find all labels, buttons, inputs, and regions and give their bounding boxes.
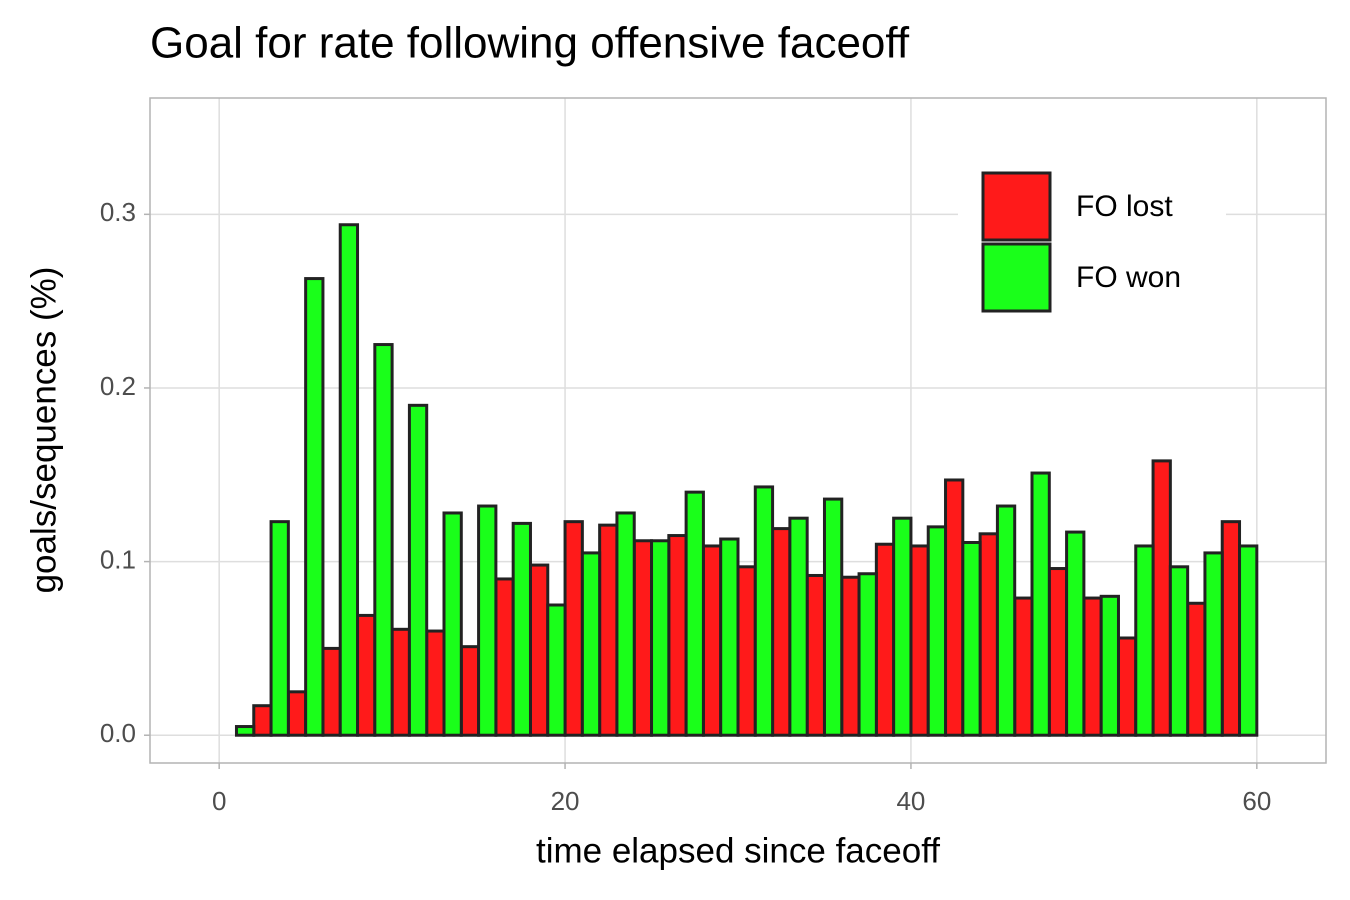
bar (926, 525, 948, 737)
y-tick-label: 0.0 (100, 718, 136, 748)
bar (857, 572, 878, 737)
bar (1030, 471, 1051, 737)
bar (407, 403, 429, 737)
bar (909, 544, 930, 737)
y-tick-label: 0.1 (100, 544, 136, 574)
bar (1186, 601, 1207, 737)
bar (356, 613, 377, 737)
bar (286, 690, 308, 737)
bar (1013, 596, 1034, 737)
bar (494, 577, 515, 737)
bar (321, 646, 342, 737)
bar (944, 478, 965, 737)
bar (771, 527, 792, 737)
x-tick-label: 20 (551, 786, 580, 816)
y-axis-label: goals/sequences (%) (24, 267, 63, 594)
bar (390, 627, 411, 737)
bar (511, 521, 532, 737)
bar (442, 511, 463, 737)
bar (1151, 459, 1172, 737)
panel-border (149, 97, 1327, 764)
bar (252, 704, 273, 737)
bar (615, 511, 636, 737)
bar (874, 542, 896, 737)
bar (1116, 636, 1138, 737)
bar (650, 539, 671, 737)
bar (1099, 594, 1120, 737)
bar (961, 540, 982, 737)
bar (234, 725, 256, 737)
x-tick-label: 40 (896, 786, 925, 816)
bar (892, 516, 913, 737)
bar (598, 523, 619, 737)
bar (840, 575, 861, 737)
bar (719, 537, 740, 737)
legend-key (981, 242, 1052, 313)
legend-label: FO lost (1076, 190, 1173, 223)
bar (701, 544, 723, 737)
bar (805, 573, 826, 737)
bar (1065, 530, 1086, 737)
bar (304, 277, 325, 737)
bar (978, 532, 999, 737)
bar (580, 551, 602, 737)
bar (788, 516, 809, 737)
bar (1134, 544, 1155, 737)
bar (546, 603, 567, 737)
bar (822, 497, 844, 737)
bar (667, 534, 688, 737)
bar (528, 563, 550, 737)
y-tick-label: 0.2 (100, 371, 136, 401)
chart-title: Goal for rate following offensive faceof… (150, 19, 910, 68)
bar (563, 520, 584, 737)
y-tick-label: 0.3 (100, 197, 136, 227)
bar (1203, 551, 1224, 737)
bar (684, 490, 705, 737)
x-tick-label: 60 (1242, 786, 1271, 816)
bar (373, 343, 394, 737)
bar (269, 520, 290, 737)
bar (425, 629, 446, 737)
bar (1220, 520, 1242, 737)
bar (753, 485, 775, 737)
x-axis-label: time elapsed since faceoff (536, 831, 940, 870)
bar (338, 223, 360, 737)
x-tick-label: 0 (212, 786, 226, 816)
bar (995, 504, 1017, 737)
legend-key (981, 171, 1052, 242)
bar (477, 504, 498, 737)
bar (632, 539, 654, 737)
bar (736, 565, 757, 737)
bar (459, 645, 481, 737)
bar (1047, 567, 1069, 737)
legend-label: FO won (1076, 261, 1181, 294)
bar (1238, 544, 1259, 737)
bar (1082, 596, 1103, 737)
bar (1168, 565, 1190, 737)
